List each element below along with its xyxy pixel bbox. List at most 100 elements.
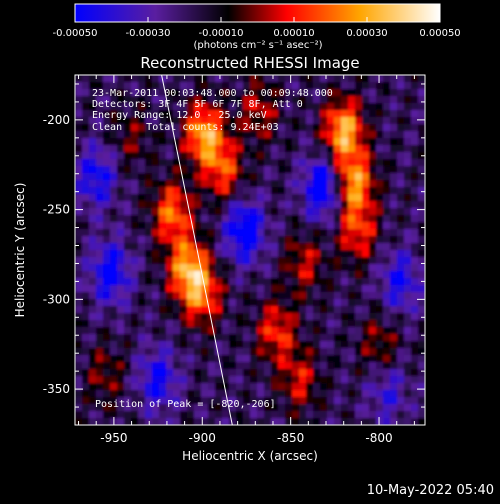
heatmap-cell xyxy=(285,145,293,153)
heatmap-cell xyxy=(89,145,97,153)
heatmap-cell xyxy=(166,418,174,425)
heatmap-cell xyxy=(138,110,146,118)
heatmap-cell xyxy=(292,411,300,419)
heatmap-cell xyxy=(166,187,174,195)
heatmap-cell xyxy=(369,201,377,209)
heatmap-cell xyxy=(334,145,342,153)
heatmap-cell xyxy=(341,355,349,363)
heatmap-cell xyxy=(229,418,237,425)
heatmap-cell xyxy=(257,418,265,425)
heatmap-cell xyxy=(201,355,209,363)
heatmap-cell xyxy=(278,299,286,307)
heatmap-cell xyxy=(418,82,425,90)
heatmap-cell xyxy=(313,96,321,104)
heatmap-cell xyxy=(320,334,328,342)
heatmap-cell xyxy=(173,152,181,160)
heatmap-cell xyxy=(383,418,391,425)
heatmap-cell xyxy=(75,383,83,391)
heatmap-cell xyxy=(166,264,174,272)
heatmap-cell xyxy=(257,159,265,167)
heatmap-cell xyxy=(278,215,286,223)
heatmap-cell xyxy=(187,173,195,181)
heatmap-cell xyxy=(271,404,279,412)
heatmap-cell xyxy=(138,222,146,230)
heatmap-cell xyxy=(89,201,97,209)
heatmap-cell xyxy=(201,404,209,412)
heatmap-cell xyxy=(369,418,377,425)
heatmap-cell xyxy=(222,117,230,125)
heatmap-cell xyxy=(369,145,377,153)
heatmap-cell xyxy=(264,376,272,384)
heatmap-cell xyxy=(131,390,139,398)
heatmap-cell xyxy=(166,369,174,377)
heatmap-cell xyxy=(383,355,391,363)
heatmap-cell xyxy=(82,236,90,244)
heatmap-cell xyxy=(229,201,237,209)
heatmap-cell xyxy=(138,264,146,272)
heatmap-cell xyxy=(348,411,356,419)
heatmap-cell xyxy=(159,243,167,251)
heatmap-cell xyxy=(285,222,293,230)
heatmap-cell xyxy=(96,411,104,419)
heatmap-cell xyxy=(229,257,237,265)
heatmap-cell xyxy=(201,124,209,132)
heatmap-cell xyxy=(159,369,167,377)
heatmap-cell xyxy=(362,159,370,167)
heatmap-cell xyxy=(264,124,272,132)
heatmap-cell xyxy=(201,257,209,265)
heatmap-cell xyxy=(320,187,328,195)
heatmap-cell xyxy=(208,355,216,363)
heatmap-cell xyxy=(341,327,349,335)
heatmap-cell xyxy=(75,187,83,195)
heatmap-cell xyxy=(355,117,363,125)
heatmap-cell xyxy=(292,369,300,377)
heatmap-cell xyxy=(117,327,125,335)
heatmap-cell xyxy=(96,257,104,265)
heatmap-cell xyxy=(138,369,146,377)
heatmap-cell xyxy=(348,334,356,342)
heatmap-cell xyxy=(292,201,300,209)
heatmap-cell xyxy=(306,397,314,405)
heatmap-cell xyxy=(327,96,335,104)
solar-limb-line xyxy=(161,74,233,426)
heatmap-cell xyxy=(362,327,370,335)
heatmap-cell xyxy=(229,145,237,153)
heatmap-cell xyxy=(418,341,425,349)
heatmap-cell xyxy=(355,208,363,216)
heatmap-cell xyxy=(131,320,139,328)
heatmap-cell xyxy=(404,131,412,139)
heatmap-cell xyxy=(215,229,223,237)
heatmap-cell xyxy=(194,285,202,293)
heatmap-cell xyxy=(362,180,370,188)
heatmap-cell xyxy=(376,285,384,293)
heatmap-cell xyxy=(411,327,419,335)
heatmap-cell xyxy=(264,208,272,216)
heatmap-cell xyxy=(131,243,139,251)
heatmap-cell xyxy=(201,222,209,230)
heatmap-cell xyxy=(306,96,314,104)
heatmap-cell xyxy=(229,292,237,300)
heatmap-cell xyxy=(278,285,286,293)
heatmap-cell xyxy=(180,306,188,314)
heatmap-cell xyxy=(257,208,265,216)
heatmap-cell xyxy=(103,355,111,363)
heatmap-cell xyxy=(278,390,286,398)
heatmap-cell xyxy=(236,117,244,125)
heatmap-cell xyxy=(89,159,97,167)
heatmap-cell xyxy=(124,180,132,188)
heatmap-cell xyxy=(271,215,279,223)
heatmap-cell xyxy=(278,229,286,237)
heatmap-cell xyxy=(222,166,230,174)
heatmap-cell xyxy=(355,383,363,391)
heatmap-cell xyxy=(334,131,342,139)
heatmap-cell xyxy=(292,208,300,216)
heatmap-cell xyxy=(250,306,258,314)
heatmap-cell xyxy=(96,278,104,286)
heatmap-cell xyxy=(173,369,181,377)
heatmap-cell xyxy=(390,194,398,202)
heatmap-cell xyxy=(341,110,349,118)
heatmap-cell xyxy=(383,404,391,412)
heatmap-cell xyxy=(348,369,356,377)
heatmap-cell xyxy=(320,215,328,223)
heatmap-cell xyxy=(348,124,356,132)
